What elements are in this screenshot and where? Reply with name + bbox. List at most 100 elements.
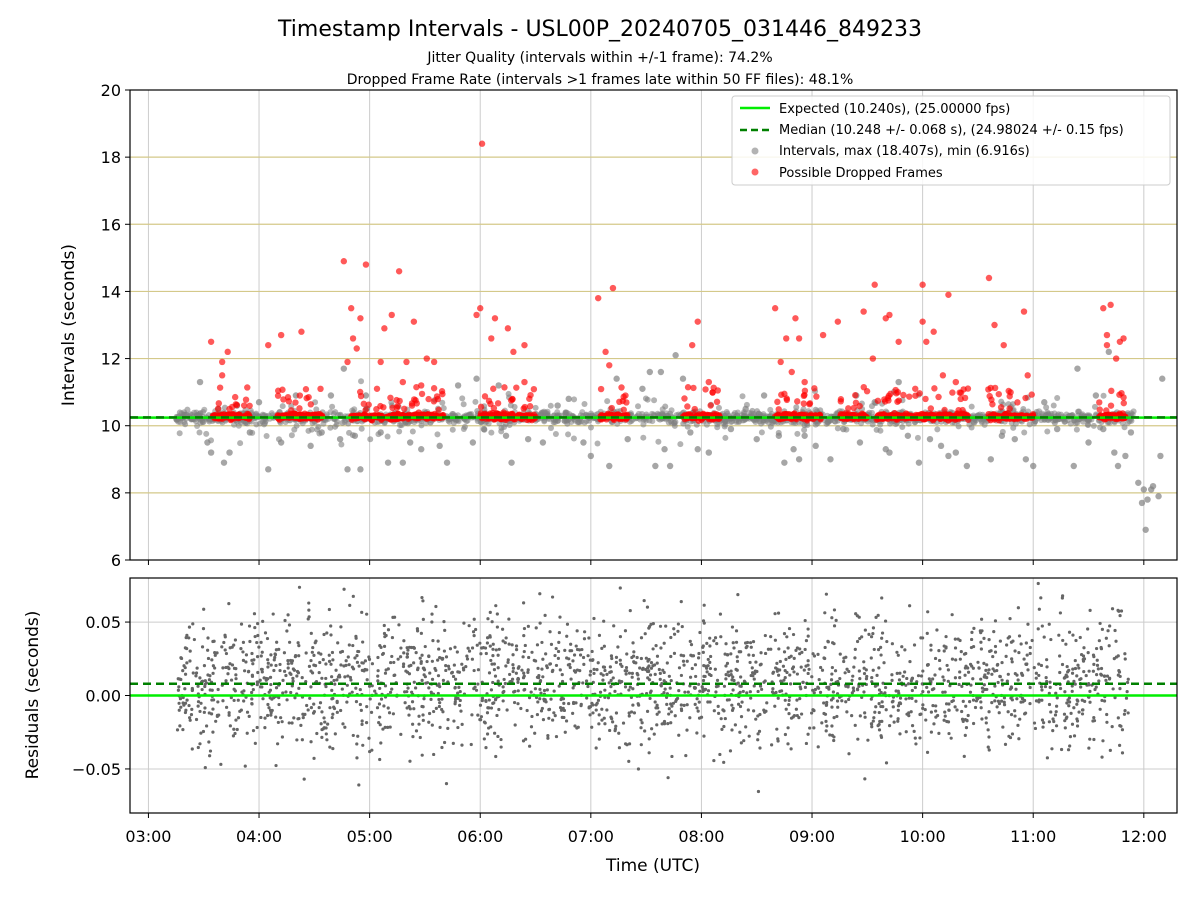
residual-point: [480, 646, 483, 649]
residual-point: [800, 666, 803, 669]
residual-point: [1117, 716, 1120, 719]
residual-point: [870, 698, 873, 701]
residual-point: [908, 660, 911, 663]
residual-point: [818, 678, 821, 681]
residual-point: [182, 664, 185, 667]
residual-point: [838, 677, 841, 680]
residual-point: [252, 688, 255, 691]
residual-point: [698, 690, 701, 693]
residual-point: [496, 625, 499, 628]
interval-point: [208, 449, 214, 455]
residual-point: [619, 586, 622, 589]
residual-point: [819, 691, 822, 694]
residual-point: [286, 613, 289, 616]
residual-point: [1069, 712, 1072, 715]
residual-point: [698, 631, 701, 634]
residual-point: [870, 656, 873, 659]
residual-point: [477, 668, 480, 671]
residual-point: [539, 622, 542, 625]
residual-point: [366, 678, 369, 681]
residual-point: [1105, 721, 1108, 724]
residual-point: [502, 699, 505, 702]
residual-point: [677, 689, 680, 692]
interval-point: [196, 429, 202, 435]
residual-point: [535, 626, 538, 629]
residual-point: [854, 724, 857, 727]
residual-point: [903, 670, 906, 673]
residual-point: [233, 688, 236, 691]
residual-point: [1111, 725, 1114, 728]
residual-point: [829, 683, 832, 686]
residual-point: [682, 660, 685, 663]
dropped-frame-point: [1022, 395, 1028, 401]
residual-point: [876, 724, 879, 727]
dropped-frame-point: [510, 349, 516, 355]
residual-point: [210, 698, 213, 701]
residual-point: [934, 716, 937, 719]
residual-point: [322, 716, 325, 719]
dropped-frame-point: [527, 403, 533, 409]
residual-point: [1117, 654, 1120, 657]
residual-point: [885, 761, 888, 764]
residual-point: [695, 731, 698, 734]
residual-point: [473, 686, 476, 689]
interval-point: [548, 425, 554, 431]
residual-point: [544, 614, 547, 617]
residual-point: [331, 716, 334, 719]
dropped-frame-point: [374, 386, 380, 392]
residual-point: [748, 661, 751, 664]
residual-point: [419, 736, 422, 739]
dropped-frame-point: [377, 359, 383, 365]
dropped-frame-point: [623, 399, 629, 405]
residual-point: [670, 755, 673, 758]
residual-point: [624, 629, 627, 632]
intervals-y-tick-label: 20: [101, 81, 121, 100]
residual-point: [549, 662, 552, 665]
interval-point: [742, 406, 748, 412]
dropped-frame-point: [495, 400, 501, 406]
residual-point: [317, 651, 320, 654]
interval-point: [1085, 422, 1091, 428]
residual-point: [990, 673, 993, 676]
dropped-frame-point: [991, 322, 997, 328]
residual-point: [724, 642, 727, 645]
residual-point: [420, 654, 423, 657]
interval-point: [278, 439, 284, 445]
residual-point: [417, 715, 420, 718]
dropped-frame-point: [341, 258, 347, 264]
dropped-frame-point: [419, 391, 425, 397]
residual-point: [1092, 716, 1095, 719]
residual-point: [378, 702, 381, 705]
residual-point: [960, 685, 963, 688]
dropped-frame-point: [363, 261, 369, 267]
interval-point: [1044, 428, 1050, 434]
residual-point: [804, 648, 807, 651]
residual-point: [195, 718, 198, 721]
residual-point: [803, 668, 806, 671]
dropped-frame-point: [488, 335, 494, 341]
interval-point: [956, 423, 962, 429]
interval-point: [444, 459, 450, 465]
residual-point: [963, 755, 966, 758]
dropped-frame-point: [431, 359, 437, 365]
dropped-frame-point: [527, 392, 533, 398]
residual-point: [870, 635, 873, 638]
residual-point: [1025, 641, 1028, 644]
interval-point: [740, 393, 746, 399]
dropped-frame-point: [303, 386, 309, 392]
residual-point: [432, 710, 435, 713]
residual-point: [637, 704, 640, 707]
residual-point: [486, 711, 489, 714]
interval-point: [685, 424, 691, 430]
residual-point: [691, 667, 694, 670]
residual-point: [970, 631, 973, 634]
residual-point: [489, 611, 492, 614]
residual-point: [339, 625, 342, 628]
residual-point: [336, 700, 339, 703]
interval-point: [606, 463, 612, 469]
residual-point: [707, 658, 710, 661]
interval-point: [825, 419, 831, 425]
residual-point: [633, 711, 636, 714]
residual-point: [424, 645, 427, 648]
residual-point: [1074, 667, 1077, 670]
